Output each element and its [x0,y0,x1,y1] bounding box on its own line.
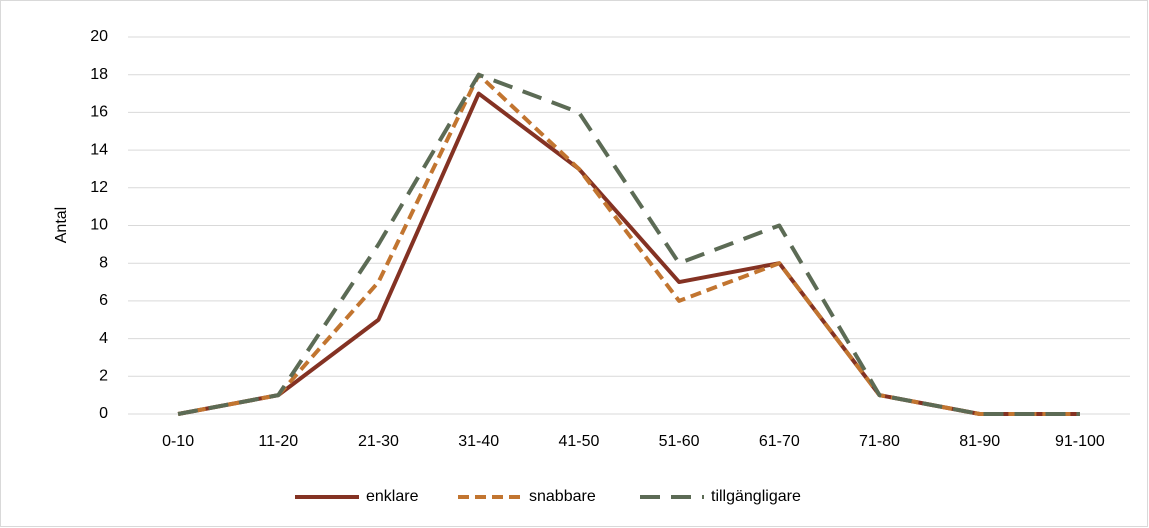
y-tick-label: 4 [99,330,108,347]
x-tick-label: 0-10 [162,433,194,450]
x-tick-label: 91-100 [1055,433,1105,450]
x-tick-label: 81-90 [959,433,1000,450]
y-tick-label: 14 [90,141,108,158]
y-tick-label: 16 [90,104,108,121]
x-tick-label: 31-40 [458,433,499,450]
x-tick-label: 61-70 [759,433,800,450]
x-tick-label: 21-30 [358,433,399,450]
y-axis-label: Antal [53,207,70,243]
legend-label: snabbare [529,488,596,505]
y-tick-label: 20 [90,28,108,45]
y-tick-label: 0 [99,405,108,422]
y-tick-label: 8 [99,254,108,271]
x-tick-label: 11-20 [258,433,298,450]
x-tick-label: 71-80 [859,433,900,450]
legend-label: enklare [366,488,419,505]
y-tick-label: 18 [90,66,108,83]
legend-label: tillgängligare [711,488,801,505]
x-tick-label: 51-60 [659,433,700,450]
y-tick-label: 2 [99,368,108,385]
y-tick-label: 12 [90,179,108,196]
y-tick-label: 6 [99,292,108,309]
y-tick-label: 10 [90,217,108,234]
x-tick-label: 41-50 [558,433,599,450]
series-line [177,72,1080,416]
